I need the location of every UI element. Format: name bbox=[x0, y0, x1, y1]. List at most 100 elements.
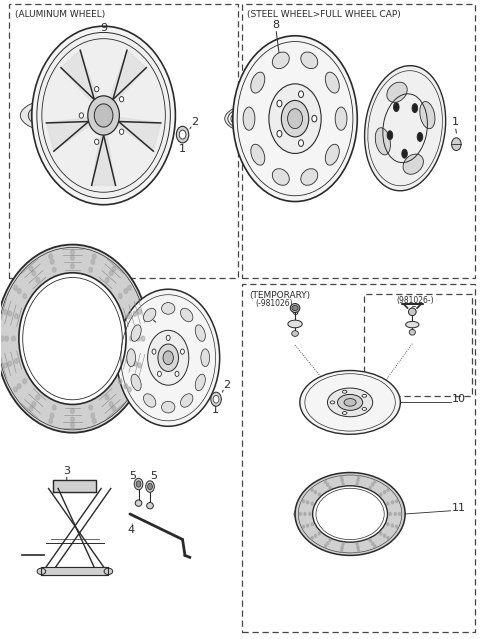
Circle shape bbox=[93, 419, 96, 424]
Circle shape bbox=[23, 293, 26, 298]
Circle shape bbox=[138, 309, 141, 314]
Circle shape bbox=[374, 545, 376, 548]
Ellipse shape bbox=[288, 320, 302, 328]
Circle shape bbox=[398, 512, 401, 516]
Ellipse shape bbox=[251, 72, 265, 93]
Circle shape bbox=[358, 476, 360, 479]
Circle shape bbox=[4, 309, 7, 314]
Text: (ALUMINUM WHEEL): (ALUMINUM WHEEL) bbox=[15, 10, 105, 19]
Circle shape bbox=[50, 259, 54, 264]
Circle shape bbox=[127, 358, 131, 364]
Ellipse shape bbox=[95, 86, 99, 92]
Ellipse shape bbox=[335, 107, 347, 130]
Ellipse shape bbox=[79, 113, 84, 118]
Circle shape bbox=[105, 395, 109, 399]
Circle shape bbox=[127, 314, 131, 319]
Circle shape bbox=[32, 402, 36, 406]
Circle shape bbox=[12, 336, 15, 341]
Text: 6: 6 bbox=[291, 307, 299, 317]
Circle shape bbox=[136, 336, 140, 341]
Circle shape bbox=[311, 523, 313, 526]
Ellipse shape bbox=[7, 307, 132, 371]
Ellipse shape bbox=[337, 394, 363, 410]
Circle shape bbox=[357, 479, 359, 482]
Circle shape bbox=[50, 413, 54, 418]
Circle shape bbox=[304, 512, 306, 516]
Ellipse shape bbox=[42, 39, 165, 192]
Ellipse shape bbox=[225, 100, 331, 137]
Ellipse shape bbox=[402, 150, 408, 158]
Circle shape bbox=[23, 379, 26, 383]
Circle shape bbox=[52, 267, 56, 272]
Circle shape bbox=[211, 392, 221, 406]
Circle shape bbox=[356, 482, 358, 486]
Ellipse shape bbox=[403, 154, 423, 174]
Circle shape bbox=[396, 525, 398, 528]
Ellipse shape bbox=[148, 330, 189, 385]
Circle shape bbox=[71, 250, 74, 254]
Circle shape bbox=[89, 267, 93, 272]
Ellipse shape bbox=[127, 349, 135, 367]
Circle shape bbox=[112, 266, 116, 271]
Circle shape bbox=[124, 384, 128, 389]
Circle shape bbox=[105, 277, 109, 282]
Ellipse shape bbox=[228, 101, 334, 136]
Circle shape bbox=[380, 532, 382, 535]
Ellipse shape bbox=[180, 394, 193, 407]
Circle shape bbox=[324, 480, 326, 483]
Circle shape bbox=[71, 256, 74, 260]
Ellipse shape bbox=[375, 128, 390, 155]
Circle shape bbox=[329, 486, 331, 489]
Ellipse shape bbox=[417, 132, 423, 141]
Ellipse shape bbox=[316, 488, 384, 540]
Circle shape bbox=[356, 543, 358, 545]
Circle shape bbox=[134, 478, 143, 489]
Circle shape bbox=[4, 363, 7, 368]
Ellipse shape bbox=[144, 308, 156, 322]
Ellipse shape bbox=[277, 100, 282, 107]
Circle shape bbox=[8, 361, 12, 366]
Ellipse shape bbox=[37, 33, 170, 199]
Circle shape bbox=[358, 550, 360, 552]
Circle shape bbox=[14, 314, 18, 319]
Ellipse shape bbox=[0, 247, 147, 430]
Circle shape bbox=[372, 483, 374, 486]
Ellipse shape bbox=[144, 394, 156, 407]
Circle shape bbox=[14, 358, 18, 364]
Circle shape bbox=[314, 491, 317, 493]
Circle shape bbox=[387, 537, 389, 539]
Polygon shape bbox=[110, 50, 146, 102]
Circle shape bbox=[17, 384, 21, 389]
Ellipse shape bbox=[131, 325, 141, 341]
Circle shape bbox=[311, 537, 313, 539]
Ellipse shape bbox=[166, 335, 170, 341]
Text: 4: 4 bbox=[127, 525, 134, 535]
Ellipse shape bbox=[290, 304, 300, 312]
Ellipse shape bbox=[294, 501, 384, 527]
Circle shape bbox=[128, 387, 132, 392]
Circle shape bbox=[71, 423, 74, 427]
Circle shape bbox=[311, 502, 313, 505]
Ellipse shape bbox=[406, 321, 419, 328]
Ellipse shape bbox=[387, 82, 407, 102]
Ellipse shape bbox=[37, 568, 46, 574]
Ellipse shape bbox=[161, 303, 175, 314]
Ellipse shape bbox=[420, 102, 435, 128]
Ellipse shape bbox=[251, 144, 265, 165]
Text: 2: 2 bbox=[223, 380, 230, 390]
Circle shape bbox=[36, 395, 40, 399]
Circle shape bbox=[391, 524, 394, 527]
Ellipse shape bbox=[304, 396, 380, 409]
Ellipse shape bbox=[163, 351, 173, 365]
Circle shape bbox=[302, 500, 305, 503]
Ellipse shape bbox=[281, 100, 309, 137]
Circle shape bbox=[146, 481, 155, 492]
Circle shape bbox=[307, 524, 309, 527]
Circle shape bbox=[91, 259, 95, 264]
Ellipse shape bbox=[117, 343, 199, 373]
Ellipse shape bbox=[272, 169, 289, 185]
Circle shape bbox=[213, 396, 219, 403]
Ellipse shape bbox=[299, 140, 303, 146]
Circle shape bbox=[89, 405, 93, 410]
Text: 1: 1 bbox=[452, 117, 459, 127]
